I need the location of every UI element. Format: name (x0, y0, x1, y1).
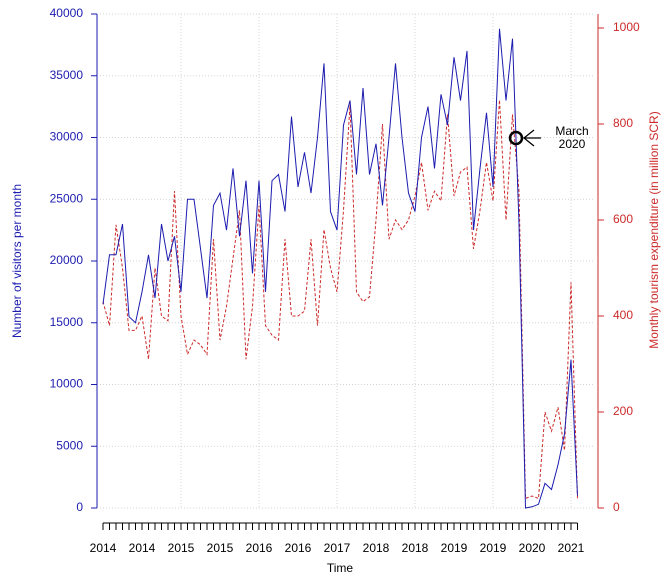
annotation-circle (508, 130, 524, 146)
y-tick-label: 30000 (50, 130, 84, 144)
x-tick-label: 2014 (129, 541, 156, 555)
y-tick-label: 0 (76, 500, 83, 514)
y-tick-label: 5000 (56, 438, 83, 452)
x-axis-label: Time (327, 561, 354, 575)
x-tick-label: 2016 (285, 541, 312, 555)
y-tick-label: 35000 (50, 68, 84, 82)
y-tick-label: 10000 (50, 377, 84, 391)
y-axis-label: Number of visitors per month (10, 184, 24, 338)
x-tick-label: 2015 (207, 541, 234, 555)
annotation-arrow (522, 129, 541, 147)
x-tick-label: 2019 (480, 541, 507, 555)
y-tick-label: 25000 (50, 191, 84, 205)
x-tick-label: 2017 (324, 541, 351, 555)
annotation-text: March (555, 124, 588, 138)
x-tick-label: 2018 (402, 541, 429, 555)
x-tick-label: 2020 (519, 541, 546, 555)
x-tick-label: 2018 (363, 541, 390, 555)
series-line (102, 28, 578, 509)
x-tick-label: 2016 (246, 541, 273, 555)
y2-tick-label: 200 (613, 404, 633, 418)
y2-tick-label: 0 (613, 500, 620, 514)
x-tick-label: 2019 (441, 541, 468, 555)
y2-tick-label: 600 (613, 212, 633, 226)
y2-axis-label: Monthly tourism expenditure (in million … (647, 111, 661, 348)
y-tick-label: 20000 (50, 253, 84, 267)
y2-tick-label: 400 (613, 308, 633, 322)
x-tick-label: 2021 (558, 541, 585, 555)
series-line (102, 99, 578, 500)
annotation-text: 2020 (559, 137, 586, 151)
y2-tick-label: 800 (613, 116, 633, 130)
x-tick-label: 2015 (168, 541, 195, 555)
y2-tick-label: 1000 (613, 20, 640, 34)
x-tick-label: 2014 (90, 541, 117, 555)
y-tick-label: 40000 (50, 6, 84, 20)
y-tick-label: 15000 (50, 315, 84, 329)
